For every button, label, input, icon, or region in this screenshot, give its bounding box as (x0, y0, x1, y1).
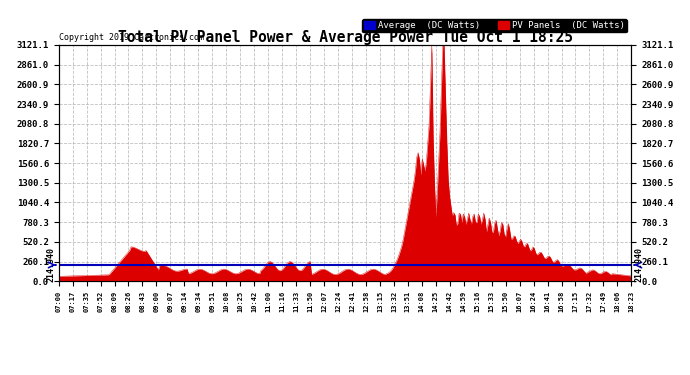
Text: 214.940: 214.940 (47, 248, 56, 282)
Title: Total PV Panel Power & Average Power Tue Oct 1 18:25: Total PV Panel Power & Average Power Tue… (117, 30, 573, 45)
Legend: Average  (DC Watts), PV Panels  (DC Watts): Average (DC Watts), PV Panels (DC Watts) (362, 19, 627, 32)
Text: 214.940: 214.940 (634, 248, 643, 282)
Text: Copyright 2019 Cartronics.com: Copyright 2019 Cartronics.com (59, 33, 204, 42)
